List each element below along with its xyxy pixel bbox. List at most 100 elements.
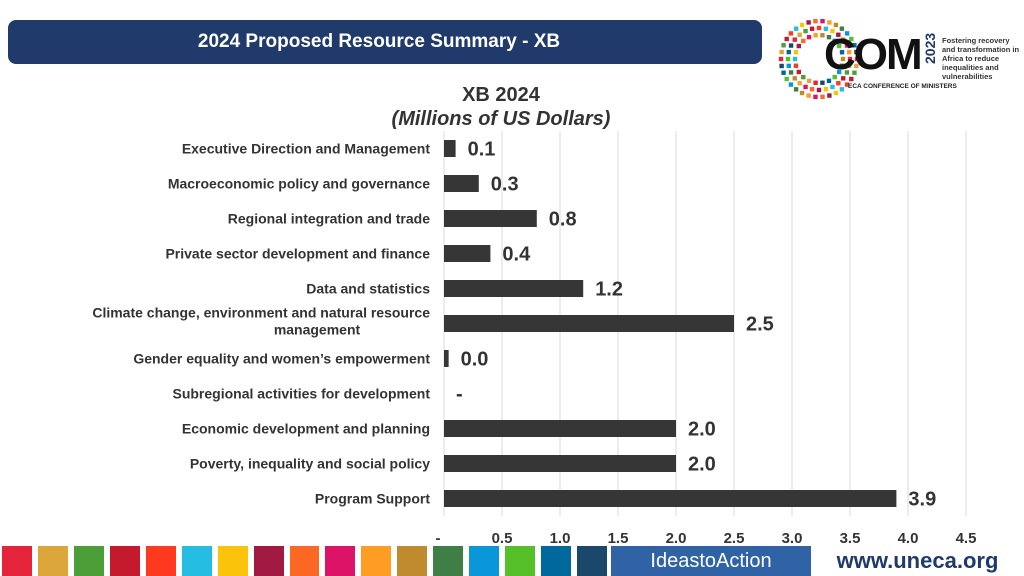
x-tick-label: 4.0: [898, 530, 919, 547]
page-title: 2024 Proposed Resource Summary - XB: [197, 31, 561, 52]
sdg-color-block: [469, 546, 500, 576]
logo-dot: [813, 33, 818, 38]
logo-dot: [854, 56, 860, 62]
x-tick-label: 1.0: [550, 530, 571, 547]
sdg-color-block: [541, 546, 572, 576]
sdg-color-block: [253, 546, 284, 576]
sdg-color-strip: [0, 546, 1024, 576]
logo-dot: [786, 63, 791, 69]
logo-dot: [793, 63, 799, 68]
logo-dot: [809, 26, 815, 31]
logo-dot: [836, 69, 842, 75]
logo-dot: [820, 94, 825, 100]
logo-dot: [803, 28, 808, 34]
x-tick-label: 1.5: [608, 530, 629, 547]
logo-dot: [839, 87, 845, 92]
logo-dot: [784, 36, 789, 42]
logo-ring-icon: [778, 18, 860, 100]
bar: [444, 455, 676, 472]
logo-dot: [784, 76, 789, 82]
data-label: 3.9: [908, 489, 936, 511]
logo-dot: [801, 74, 806, 80]
chart-title: XB 2024: [462, 84, 540, 106]
logo-dot: [779, 63, 784, 69]
logo-dot: [832, 74, 837, 80]
data-label: 2.5: [746, 314, 774, 336]
logo-dot: [788, 31, 794, 36]
sdg-color-block: [109, 546, 140, 576]
logo-dot: [852, 43, 857, 48]
x-tick-label: -: [436, 530, 441, 547]
logo-dot: [847, 63, 852, 69]
x-tick-label: 0.5: [492, 530, 513, 547]
logo-dot: [801, 38, 806, 44]
x-tick-label: 3.5: [840, 530, 861, 547]
logo-dot: [793, 26, 799, 31]
x-tick-label: 4.5: [956, 530, 977, 547]
logo-dot: [813, 18, 818, 24]
bar: [444, 350, 449, 367]
logo-dot: [799, 90, 805, 96]
x-tick-label: 3.0: [782, 530, 803, 547]
logo-dot: [797, 32, 802, 37]
logo-dot: [778, 56, 784, 62]
sdg-color-block: [37, 546, 68, 576]
data-label: 0.1: [468, 139, 496, 161]
category-label: Executive Direction and Management: [182, 141, 431, 157]
bar-chart: - 0.5 1.0 1.5 2.0 2.5 3.0 3.5 4.0 4.5 Executive Di…: [92, 131, 977, 547]
logo-dot: [839, 26, 845, 31]
category-label: Program Support: [315, 491, 430, 507]
logo-dot: [816, 87, 822, 93]
logo-dot: [852, 70, 857, 75]
data-label: 2.0: [688, 454, 716, 476]
data-label: 1.2: [595, 279, 623, 301]
logo-dot: [809, 87, 815, 92]
logo-dot: [792, 37, 797, 42]
logo-dot: [806, 78, 812, 84]
x-tick-label: 2.5: [724, 530, 745, 547]
logo-dot: [830, 28, 835, 34]
logo-dot: [788, 70, 794, 75]
logo-dot: [827, 20, 832, 25]
category-label: Economic development and planning: [182, 421, 430, 437]
category-label: Macroeconomic policy and governance: [168, 176, 430, 192]
logo-dot: [788, 82, 794, 87]
website-link[interactable]: www.uneca.org: [811, 546, 1024, 576]
data-label: -: [456, 384, 463, 406]
logo-dot: [847, 49, 852, 55]
category-label: Data and statistics: [306, 281, 430, 297]
logo-dot: [792, 76, 797, 81]
data-label: 0.8: [549, 209, 577, 231]
logo-dot: [788, 43, 794, 48]
sdg-color-block: [577, 546, 607, 576]
com-2023-logo: COM 2023 ECA CONFERENCE OF MINISTERS Fos…: [776, 16, 1019, 100]
x-tick-label: 2.0: [666, 530, 687, 547]
logo-dot: [796, 69, 802, 75]
ideas-to-action-banner: IdeastoAction: [611, 546, 811, 576]
data-label: 0.4: [502, 244, 531, 266]
logo-dot: [847, 56, 853, 62]
sdg-color-block: [505, 546, 536, 576]
logo-subtitle: ECA CONFERENCE OF MINISTERS: [848, 83, 957, 90]
logo-dot: [844, 43, 850, 48]
bar: [444, 315, 734, 332]
logo-dot: [820, 33, 825, 38]
sdg-color-block: [2, 546, 32, 576]
logo-dot: [813, 94, 818, 100]
logo-dot: [813, 80, 818, 85]
logo-dot: [827, 93, 832, 98]
category-label: Gender equality and women’s empowerment: [133, 351, 430, 367]
logo-dot: [823, 26, 829, 31]
logo-dot: [844, 70, 850, 75]
logo-dot: [816, 25, 822, 31]
logo-dot: [826, 78, 832, 84]
bar: [444, 140, 456, 157]
sdg-color-block: [217, 546, 248, 576]
logo-dot: [839, 63, 845, 68]
logo-dot: [841, 76, 846, 81]
logo-dot: [806, 20, 811, 25]
logo-tagline: Fostering recovery and transformation in…: [942, 36, 1020, 81]
data-label: 0.0: [461, 349, 489, 371]
chart-subtitle: (Millions of US Dollars): [391, 108, 611, 130]
category-label: Private sector development and finance: [165, 246, 430, 262]
